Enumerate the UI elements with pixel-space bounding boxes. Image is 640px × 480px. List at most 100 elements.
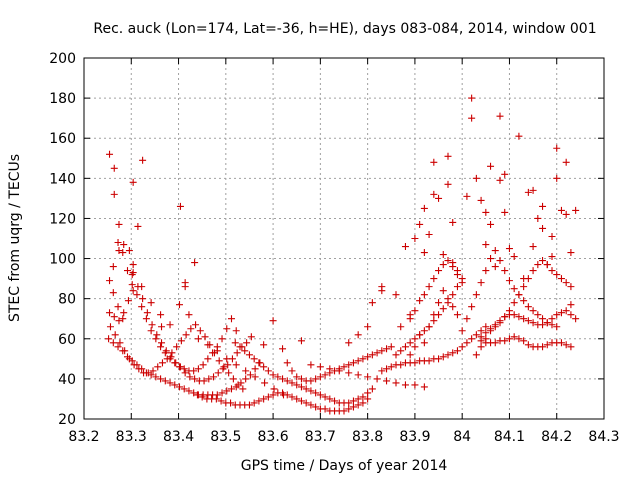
data-point bbox=[138, 303, 146, 311]
x-tick-label: 83.4 bbox=[163, 429, 194, 445]
data-point bbox=[496, 176, 504, 184]
data-point bbox=[349, 403, 357, 411]
data-point bbox=[472, 291, 480, 299]
data-point bbox=[416, 331, 424, 339]
data-point bbox=[283, 359, 291, 367]
data-point bbox=[430, 317, 438, 325]
data-point bbox=[171, 381, 179, 389]
data-point bbox=[210, 373, 218, 381]
data-point bbox=[109, 289, 117, 297]
data-point bbox=[425, 323, 433, 331]
data-point bbox=[406, 339, 414, 347]
data-point bbox=[218, 335, 226, 343]
data-point bbox=[458, 343, 466, 351]
data-point bbox=[496, 317, 504, 325]
data-point bbox=[302, 399, 310, 407]
data-point bbox=[477, 196, 485, 204]
data-point bbox=[119, 249, 127, 257]
data-point bbox=[114, 303, 122, 311]
data-point bbox=[312, 389, 320, 397]
data-point bbox=[553, 311, 561, 319]
data-point bbox=[520, 337, 528, 345]
data-point bbox=[321, 371, 329, 379]
data-point bbox=[449, 291, 457, 299]
data-point bbox=[288, 393, 296, 401]
data-point bbox=[129, 261, 137, 269]
data-points bbox=[105, 94, 580, 415]
data-point bbox=[106, 323, 114, 331]
data-point bbox=[397, 347, 405, 355]
data-point bbox=[227, 315, 235, 323]
data-point bbox=[224, 361, 232, 369]
data-point bbox=[157, 343, 165, 351]
data-point bbox=[468, 303, 476, 311]
data-point bbox=[121, 347, 129, 355]
data-point bbox=[196, 327, 204, 335]
data-point bbox=[411, 335, 419, 343]
data-point bbox=[557, 309, 565, 317]
data-point bbox=[453, 347, 461, 355]
data-point bbox=[158, 323, 166, 331]
data-point bbox=[152, 373, 160, 381]
data-point bbox=[231, 339, 239, 347]
data-point bbox=[416, 297, 424, 305]
data-point bbox=[468, 114, 476, 122]
chart-title: Rec. auck (Lon=174, Lat=-36, h=HE), days… bbox=[93, 21, 596, 37]
data-point bbox=[420, 383, 428, 391]
data-point bbox=[217, 397, 225, 405]
data-point bbox=[567, 311, 575, 319]
data-point bbox=[463, 339, 471, 347]
data-point bbox=[153, 331, 161, 339]
data-point bbox=[444, 152, 452, 160]
data-point bbox=[378, 347, 386, 355]
data-point bbox=[487, 162, 495, 170]
data-point bbox=[524, 317, 532, 325]
data-point bbox=[119, 315, 127, 323]
x-tick-label: 83.2 bbox=[68, 429, 99, 445]
data-point bbox=[316, 373, 324, 381]
data-point bbox=[359, 393, 367, 401]
data-point bbox=[572, 315, 580, 323]
data-point bbox=[430, 158, 438, 166]
data-point bbox=[430, 275, 438, 283]
data-point bbox=[110, 313, 118, 321]
data-point bbox=[557, 206, 565, 214]
data-point bbox=[567, 249, 575, 257]
data-point bbox=[157, 311, 165, 319]
data-point bbox=[345, 361, 353, 369]
y-tick-label: 160 bbox=[49, 131, 76, 147]
data-point bbox=[245, 401, 253, 409]
x-axis-ticks: 83.2 83.3 83.4 83.5 83.6 83.7 83.8 83.9 84 84.1 84… bbox=[68, 58, 620, 445]
data-point bbox=[496, 257, 504, 265]
data-point bbox=[124, 297, 132, 305]
data-point bbox=[567, 301, 575, 309]
data-point bbox=[557, 339, 565, 347]
data-point bbox=[420, 204, 428, 212]
data-point bbox=[487, 255, 495, 263]
data-point bbox=[176, 363, 184, 371]
data-point bbox=[297, 337, 305, 345]
y-tick-label: 120 bbox=[49, 211, 76, 227]
data-point bbox=[139, 295, 147, 303]
data-point bbox=[482, 329, 490, 337]
data-point bbox=[543, 319, 551, 327]
data-point bbox=[354, 357, 362, 365]
data-point bbox=[106, 277, 114, 285]
y-axis-label: STEC from uqrg / TECUs bbox=[7, 154, 23, 322]
x-tick-label: 83.5 bbox=[210, 429, 241, 445]
data-point bbox=[129, 287, 137, 295]
data-point bbox=[411, 235, 419, 242]
data-point bbox=[297, 383, 305, 391]
data-point bbox=[321, 405, 329, 413]
data-point bbox=[192, 321, 200, 329]
data-point bbox=[223, 325, 231, 333]
data-point bbox=[477, 279, 485, 287]
data-point bbox=[420, 249, 428, 257]
data-point bbox=[529, 243, 537, 251]
data-point bbox=[204, 355, 212, 363]
data-point bbox=[468, 94, 476, 102]
data-point bbox=[242, 375, 250, 383]
data-point bbox=[163, 355, 171, 363]
data-point bbox=[354, 401, 362, 409]
data-point bbox=[520, 283, 528, 291]
